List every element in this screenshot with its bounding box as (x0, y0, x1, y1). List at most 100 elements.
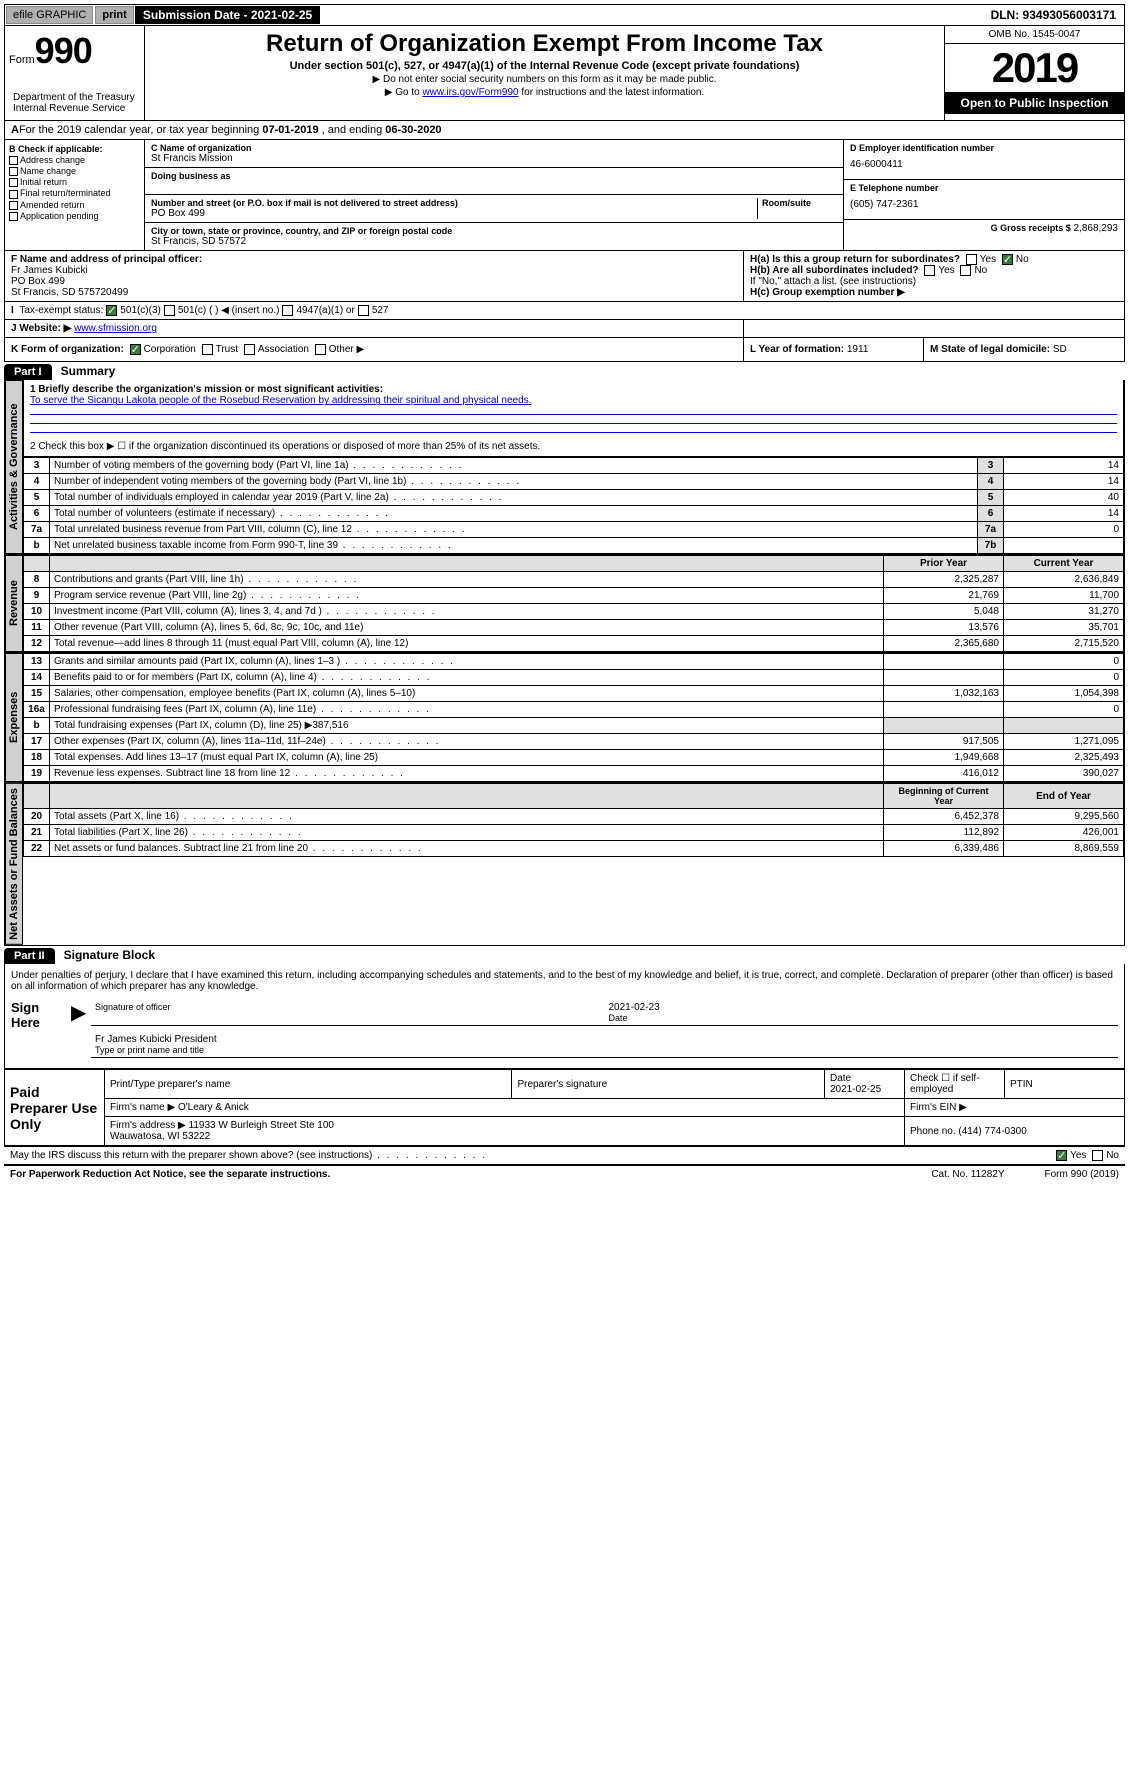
l18-current: 2,325,493 (1004, 750, 1124, 766)
l10-prior: 5,048 (884, 604, 1004, 620)
assoc-checkbox[interactable] (244, 344, 255, 355)
l22-current: 8,869,559 (1004, 841, 1124, 857)
checkbox-amended[interactable] (9, 201, 18, 210)
l9-text: Program service revenue (Part VIII, line… (50, 588, 884, 604)
q2-label: 2 Check this box ▶ ☐ if the organization… (30, 441, 1117, 452)
checkbox-pending[interactable] (9, 212, 18, 221)
dln: DLN: 93493056003171 (983, 6, 1124, 24)
l16a-current: 0 (1004, 702, 1124, 718)
print-button[interactable]: print (95, 6, 133, 24)
part1-title: Summary (55, 364, 116, 378)
form-subtitle: Under section 501(c), 527, or 4947(a)(1)… (153, 60, 936, 72)
l19-text: Revenue less expenses. Subtract line 18 … (50, 766, 884, 782)
q1-label: 1 Briefly describe the organization's mi… (30, 384, 1117, 395)
part1-header: Part I (4, 364, 52, 380)
l10-current: 31,270 (1004, 604, 1124, 620)
l19-current: 390,027 (1004, 766, 1124, 782)
l12-prior: 2,365,680 (884, 636, 1004, 652)
form-title: Return of Organization Exempt From Incom… (153, 30, 936, 58)
prep-sig-hdr: Preparer's signature (512, 1070, 825, 1099)
checkbox-final[interactable] (9, 190, 18, 199)
l15-text: Salaries, other compensation, employee b… (50, 686, 884, 702)
l16b-current (1004, 718, 1124, 734)
l13-num: 13 (24, 654, 50, 670)
l13-prior (884, 654, 1004, 670)
chk-pending-label: Application pending (20, 211, 99, 221)
ha-no-checkbox[interactable] (1002, 254, 1013, 265)
l19-num: 19 (24, 766, 50, 782)
part2-title: Signature Block (58, 948, 155, 962)
corp-checkbox[interactable] (130, 344, 141, 355)
discuss-no-checkbox[interactable] (1092, 1150, 1103, 1161)
4947-checkbox[interactable] (282, 305, 293, 316)
col-b-title: B Check if applicable: (9, 144, 140, 154)
tax-year: 2019 (945, 44, 1124, 92)
checkbox-address[interactable] (9, 156, 18, 165)
501c-checkbox[interactable] (164, 305, 175, 316)
addr-label: Number and street (or P.O. box if mail i… (151, 198, 757, 208)
l5-text: Total number of individuals employed in … (50, 490, 978, 506)
prep-date: 2021-02-25 (830, 1084, 881, 1095)
501c3-checkbox[interactable] (106, 305, 117, 316)
l10-num: 10 (24, 604, 50, 620)
trust-checkbox[interactable] (202, 344, 213, 355)
hb-no: No (974, 265, 987, 276)
tel-label: E Telephone number (850, 183, 1118, 193)
l20-prior: 6,452,378 (884, 809, 1004, 825)
submission-date: Submission Date - 2021-02-25 (135, 6, 320, 24)
prep-name-hdr: Print/Type preparer's name (105, 1070, 512, 1099)
l22-text: Net assets or fund balances. Subtract li… (50, 841, 884, 857)
l11-prior: 13,576 (884, 620, 1004, 636)
l14-current: 0 (1004, 670, 1124, 686)
officer-addr2: St Francis, SD 575720499 (11, 287, 737, 298)
l15-num: 15 (24, 686, 50, 702)
l16b-text: Total fundraising expenses (Part IX, col… (50, 718, 884, 734)
checkbox-initial[interactable] (9, 178, 18, 187)
l9-num: 9 (24, 588, 50, 604)
sig-officer-label: Signature of officer (95, 1002, 601, 1012)
discuss-yes-checkbox[interactable] (1056, 1150, 1067, 1161)
year-formation: 1911 (847, 344, 869, 355)
l17-current: 1,271,095 (1004, 734, 1124, 750)
l13-text: Grants and similar amounts paid (Part IX… (50, 654, 884, 670)
l21-num: 21 (24, 825, 50, 841)
501c3-label: 501(c)(3) (120, 305, 161, 316)
website-link[interactable]: www.sfmission.org (74, 323, 157, 334)
current-year-hdr: Current Year (1004, 556, 1124, 572)
mission-text: To serve the Sicangu Lakota people of th… (30, 395, 1117, 406)
firm-name-label: Firm's name ▶ (110, 1102, 175, 1113)
form-org-label: K Form of organization: (11, 344, 124, 355)
other-checkbox[interactable] (315, 344, 326, 355)
l21-prior: 112,892 (884, 825, 1004, 841)
l18-text: Total expenses. Add lines 13–17 (must eq… (50, 750, 884, 766)
l18-prior: 1,949,668 (884, 750, 1004, 766)
corp-label: Corporation (144, 344, 196, 355)
l13-current: 0 (1004, 654, 1124, 670)
l15-current: 1,054,398 (1004, 686, 1124, 702)
l11-current: 35,701 (1004, 620, 1124, 636)
firm-name: O'Leary & Anick (178, 1102, 249, 1113)
ha-yes-checkbox[interactable] (966, 254, 977, 265)
l21-text: Total liabilities (Part X, line 26) (50, 825, 884, 841)
l7a-num: 7a (978, 522, 1004, 538)
chk-amended-label: Amended return (20, 200, 85, 210)
hb-yes-checkbox[interactable] (924, 265, 935, 276)
firm-addr-label: Firm's address ▶ (110, 1120, 186, 1131)
l3-num: 3 (978, 458, 1004, 474)
l20-num: 20 (24, 809, 50, 825)
l12-current: 2,715,520 (1004, 636, 1124, 652)
hb-yes: Yes (938, 265, 954, 276)
irs-link[interactable]: www.irs.gov/Form990 (422, 87, 518, 98)
527-checkbox[interactable] (358, 305, 369, 316)
l8-prior: 2,325,287 (884, 572, 1004, 588)
l14-num: 14 (24, 670, 50, 686)
hb-no-checkbox[interactable] (960, 265, 971, 276)
l21-current: 426,001 (1004, 825, 1124, 841)
prior-year-hdr: Prior Year (884, 556, 1004, 572)
4947-label: 4947(a)(1) or (296, 305, 354, 316)
trust-label: Trust (216, 344, 238, 355)
efile-button[interactable]: efile GRAPHIC (6, 6, 93, 24)
firm-ein-label: Firm's EIN ▶ (905, 1099, 1125, 1117)
l18-num: 18 (24, 750, 50, 766)
checkbox-namechange[interactable] (9, 167, 18, 176)
